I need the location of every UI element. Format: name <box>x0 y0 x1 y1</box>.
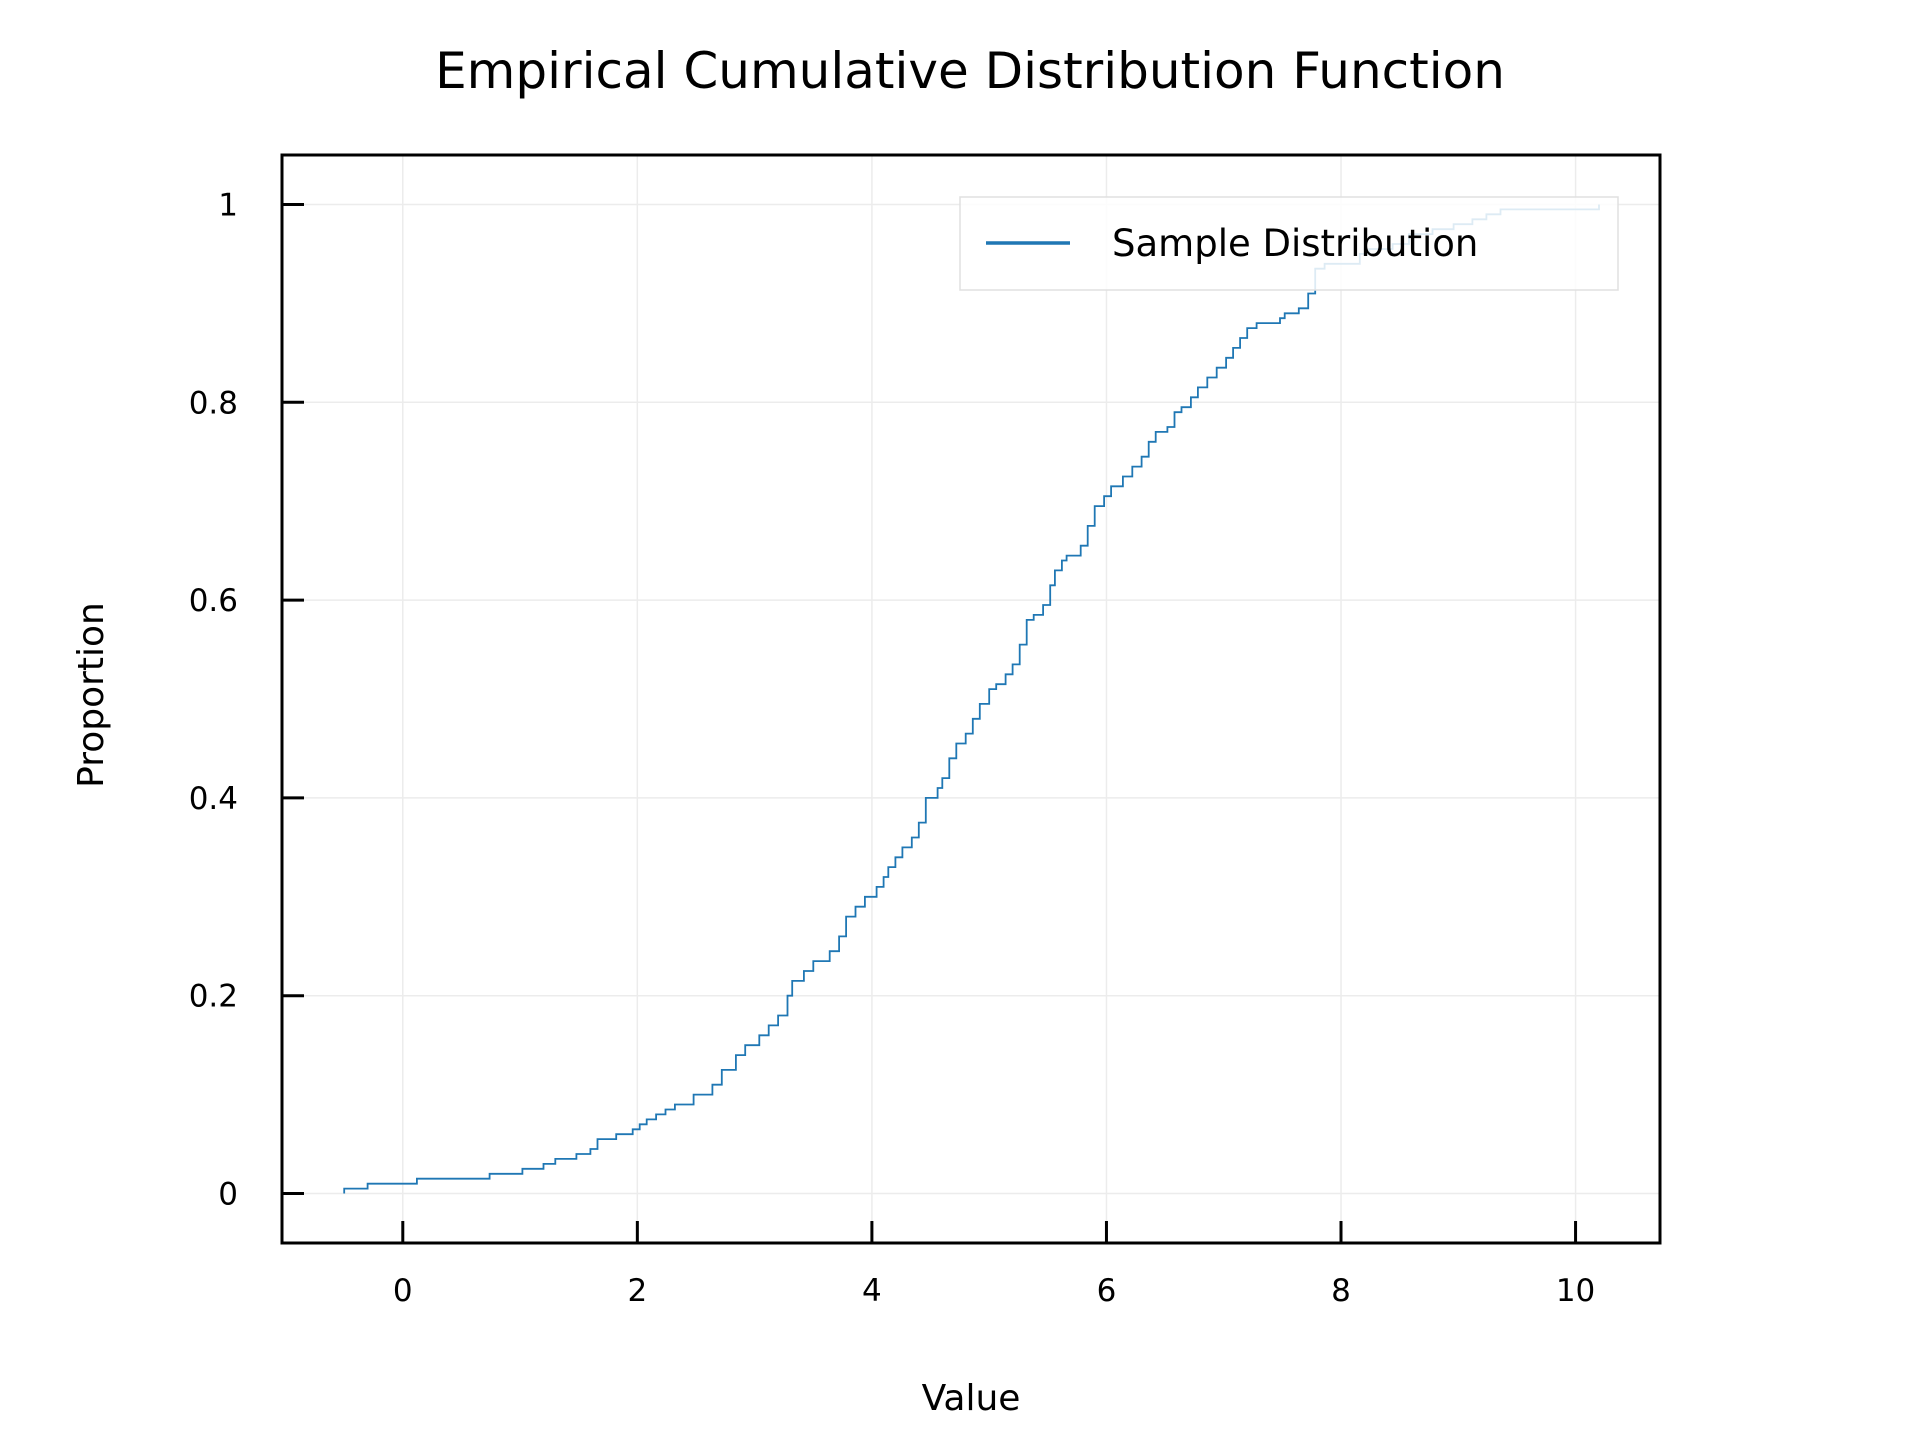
x-tick-label: 2 <box>627 1273 647 1309</box>
y-tick-label: 0.6 <box>189 583 238 619</box>
grid <box>282 155 1660 1243</box>
x-tick-label: 4 <box>862 1273 882 1309</box>
y-tick-label: 1 <box>218 187 238 223</box>
y-tick-label: 0.4 <box>189 781 238 817</box>
ecdf-line <box>343 204 1600 1194</box>
x-axis-label: Value <box>922 1378 1021 1419</box>
chart-title: Empirical Cumulative Distribution Functi… <box>435 42 1505 100</box>
x-tick-label: 10 <box>1556 1273 1595 1309</box>
y-axis-label: Proportion <box>71 602 112 788</box>
series-layer <box>343 204 1600 1194</box>
legend-label: Sample Distribution <box>1112 222 1478 265</box>
ticks: 0 2 4 6 8 10 0 0.2 0.4 0.6 0.8 1 <box>189 187 1596 1309</box>
x-tick-label: 8 <box>1331 1273 1351 1309</box>
x-tick-label: 0 <box>393 1273 413 1309</box>
legend: Sample Distribution <box>959 196 1619 291</box>
y-tick-label: 0 <box>218 1177 238 1213</box>
y-tick-label: 0.2 <box>189 979 238 1015</box>
x-tick-label: 6 <box>1097 1273 1117 1309</box>
plot-frame <box>280 153 1662 1245</box>
y-tick-label: 0.8 <box>189 385 238 421</box>
